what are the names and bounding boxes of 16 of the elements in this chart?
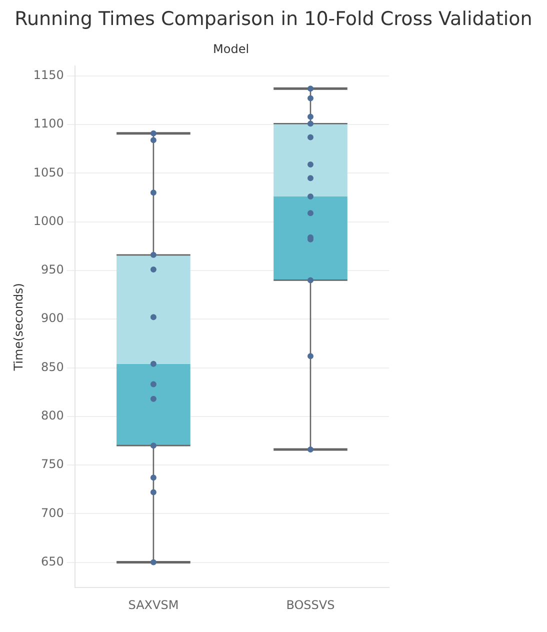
y-tick-label: 1000 <box>33 214 64 228</box>
y-tick-label: 850 <box>41 360 64 374</box>
y-tick-label: 800 <box>41 408 64 423</box>
x-axis-title: Model <box>212 42 250 56</box>
y-tick-label: 1050 <box>33 165 64 180</box>
y-axis-title: Time(seconds) <box>11 283 26 372</box>
y-tick-label: 700 <box>41 506 64 520</box>
y-tick-label: 1100 <box>33 116 64 131</box>
chart-title: Running Times Comparison in 10-Fold Cross Validation <box>14 8 534 30</box>
y-tick-label: 1150 <box>33 68 64 82</box>
y-tick-label: 900 <box>41 311 64 326</box>
y-tick-label: 650 <box>41 554 64 568</box>
x-tick-label: BOSSVS <box>286 598 335 612</box>
x-tick-label: SAXVSM <box>128 598 179 612</box>
y-tick-label: 950 <box>41 262 64 277</box>
y-tick-label: 750 <box>41 457 64 472</box>
